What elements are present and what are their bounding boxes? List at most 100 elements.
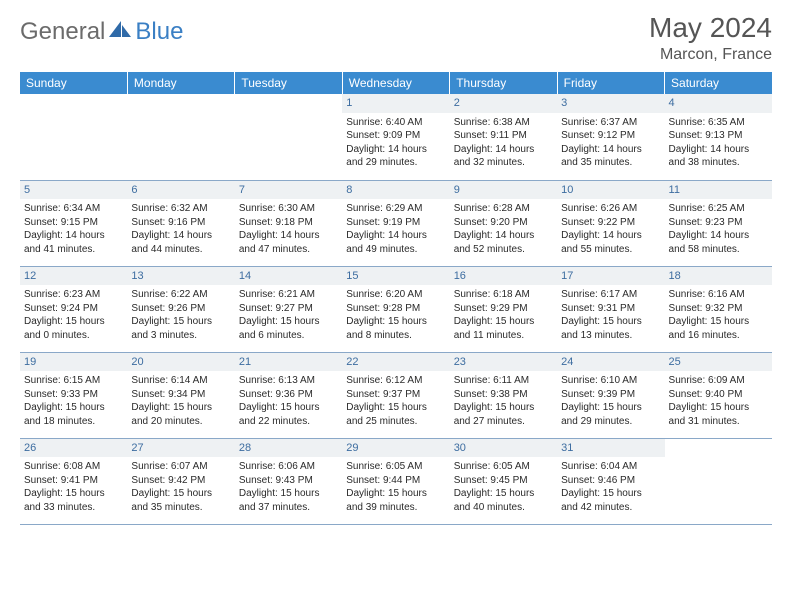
brand-part1: General [20, 18, 105, 46]
sunset-text: Sunset: 9:37 PM [346, 388, 445, 402]
sunset-text: Sunset: 9:22 PM [561, 216, 660, 230]
sunset-text: Sunset: 9:33 PM [24, 388, 123, 402]
sunrise-text: Sunrise: 6:18 AM [454, 288, 553, 302]
day-number: 8 [342, 181, 449, 200]
daylight-text: Daylight: 15 hours and 8 minutes. [346, 315, 445, 342]
calendar-day-cell: 9Sunrise: 6:28 AMSunset: 9:20 PMDaylight… [450, 180, 557, 266]
day-details: Sunrise: 6:18 AMSunset: 9:29 PMDaylight:… [450, 285, 557, 346]
sunset-text: Sunset: 9:44 PM [346, 474, 445, 488]
daylight-text: Daylight: 15 hours and 42 minutes. [561, 487, 660, 514]
sunrise-text: Sunrise: 6:25 AM [669, 202, 768, 216]
location-label: Marcon, France [649, 46, 772, 64]
calendar-day-cell: .. [665, 438, 772, 524]
day-details: Sunrise: 6:20 AMSunset: 9:28 PMDaylight:… [342, 285, 449, 346]
sunset-text: Sunset: 9:09 PM [346, 129, 445, 143]
calendar-day-cell: 3Sunrise: 6:37 AMSunset: 9:12 PMDaylight… [557, 94, 664, 180]
sunset-text: Sunset: 9:24 PM [24, 302, 123, 316]
day-number: 22 [342, 353, 449, 372]
sunrise-text: Sunrise: 6:21 AM [239, 288, 338, 302]
daylight-text: Daylight: 15 hours and 39 minutes. [346, 487, 445, 514]
daylight-text: Daylight: 15 hours and 37 minutes. [239, 487, 338, 514]
sunset-text: Sunset: 9:15 PM [24, 216, 123, 230]
calendar-day-cell: 31Sunrise: 6:04 AMSunset: 9:46 PMDayligh… [557, 438, 664, 524]
sunset-text: Sunset: 9:31 PM [561, 302, 660, 316]
daylight-text: Daylight: 15 hours and 25 minutes. [346, 401, 445, 428]
sunset-text: Sunset: 9:16 PM [131, 216, 230, 230]
brand-part2: Blue [135, 18, 183, 46]
day-number: 23 [450, 353, 557, 372]
calendar-day-cell: .. [20, 94, 127, 180]
daylight-text: Daylight: 15 hours and 6 minutes. [239, 315, 338, 342]
day-number: 30 [450, 439, 557, 458]
sunrise-text: Sunrise: 6:22 AM [131, 288, 230, 302]
daylight-text: Daylight: 14 hours and 52 minutes. [454, 229, 553, 256]
sunrise-text: Sunrise: 6:04 AM [561, 460, 660, 474]
day-details: Sunrise: 6:07 AMSunset: 9:42 PMDaylight:… [127, 457, 234, 518]
day-number: 2 [450, 94, 557, 113]
day-number: 16 [450, 267, 557, 286]
day-details: Sunrise: 6:12 AMSunset: 9:37 PMDaylight:… [342, 371, 449, 432]
sunrise-text: Sunrise: 6:28 AM [454, 202, 553, 216]
sunset-text: Sunset: 9:19 PM [346, 216, 445, 230]
day-details: Sunrise: 6:14 AMSunset: 9:34 PMDaylight:… [127, 371, 234, 432]
day-details: Sunrise: 6:22 AMSunset: 9:26 PMDaylight:… [127, 285, 234, 346]
sunrise-text: Sunrise: 6:17 AM [561, 288, 660, 302]
calendar-day-cell: 27Sunrise: 6:07 AMSunset: 9:42 PMDayligh… [127, 438, 234, 524]
day-number: 4 [665, 94, 772, 113]
calendar-day-cell: 7Sunrise: 6:30 AMSunset: 9:18 PMDaylight… [235, 180, 342, 266]
sunset-text: Sunset: 9:11 PM [454, 129, 553, 143]
sunrise-text: Sunrise: 6:40 AM [346, 116, 445, 130]
sunrise-text: Sunrise: 6:38 AM [454, 116, 553, 130]
daylight-text: Daylight: 14 hours and 49 minutes. [346, 229, 445, 256]
header: General Blue May 2024 Marcon, France [20, 12, 772, 64]
calendar-week-row: ......1Sunrise: 6:40 AMSunset: 9:09 PMDa… [20, 94, 772, 180]
calendar-body: ...... 1Sunrise: 6:40 AMSunset: 9:09 PMDa… [20, 94, 772, 524]
day-number: 13 [127, 267, 234, 286]
calendar-day-cell: 1Sunrise: 6:40 AMSunset: 9:09 PMDaylight… [342, 94, 449, 180]
calendar-day-cell: .. [127, 94, 234, 180]
day-number: 6 [127, 181, 234, 200]
calendar-day-cell: 10Sunrise: 6:26 AMSunset: 9:22 PMDayligh… [557, 180, 664, 266]
day-header: Tuesday [235, 72, 342, 94]
day-details: Sunrise: 6:05 AMSunset: 9:44 PMDaylight:… [342, 457, 449, 518]
sunset-text: Sunset: 9:34 PM [131, 388, 230, 402]
sunset-text: Sunset: 9:39 PM [561, 388, 660, 402]
day-header: Saturday [665, 72, 772, 94]
day-details: Sunrise: 6:08 AMSunset: 9:41 PMDaylight:… [20, 457, 127, 518]
day-details: Sunrise: 6:29 AMSunset: 9:19 PMDaylight:… [342, 199, 449, 260]
calendar-table: Sunday Monday Tuesday Wednesday Thursday… [20, 72, 772, 525]
day-details: Sunrise: 6:37 AMSunset: 9:12 PMDaylight:… [557, 113, 664, 174]
sunrise-text: Sunrise: 6:29 AM [346, 202, 445, 216]
day-number: 14 [235, 267, 342, 286]
brand-logo: General Blue [20, 18, 183, 46]
sunset-text: Sunset: 9:45 PM [454, 474, 553, 488]
day-details: Sunrise: 6:28 AMSunset: 9:20 PMDaylight:… [450, 199, 557, 260]
day-details: Sunrise: 6:05 AMSunset: 9:45 PMDaylight:… [450, 457, 557, 518]
day-details: Sunrise: 6:04 AMSunset: 9:46 PMDaylight:… [557, 457, 664, 518]
sunrise-text: Sunrise: 6:09 AM [669, 374, 768, 388]
calendar-day-cell: 22Sunrise: 6:12 AMSunset: 9:37 PMDayligh… [342, 352, 449, 438]
day-details: Sunrise: 6:26 AMSunset: 9:22 PMDaylight:… [557, 199, 664, 260]
day-number: 9 [450, 181, 557, 200]
daylight-text: Daylight: 15 hours and 35 minutes. [131, 487, 230, 514]
day-header: Wednesday [342, 72, 449, 94]
calendar-day-cell: 12Sunrise: 6:23 AMSunset: 9:24 PMDayligh… [20, 266, 127, 352]
daylight-text: Daylight: 15 hours and 29 minutes. [561, 401, 660, 428]
sunrise-text: Sunrise: 6:13 AM [239, 374, 338, 388]
day-number: 25 [665, 353, 772, 372]
calendar-week-row: 12Sunrise: 6:23 AMSunset: 9:24 PMDayligh… [20, 266, 772, 352]
calendar-day-cell: 5Sunrise: 6:34 AMSunset: 9:15 PMDaylight… [20, 180, 127, 266]
day-details: Sunrise: 6:34 AMSunset: 9:15 PMDaylight:… [20, 199, 127, 260]
daylight-text: Daylight: 14 hours and 58 minutes. [669, 229, 768, 256]
sunset-text: Sunset: 9:41 PM [24, 474, 123, 488]
day-details: Sunrise: 6:06 AMSunset: 9:43 PMDaylight:… [235, 457, 342, 518]
calendar-day-cell: 18Sunrise: 6:16 AMSunset: 9:32 PMDayligh… [665, 266, 772, 352]
day-details: Sunrise: 6:10 AMSunset: 9:39 PMDaylight:… [557, 371, 664, 432]
calendar-day-cell: 28Sunrise: 6:06 AMSunset: 9:43 PMDayligh… [235, 438, 342, 524]
sunrise-text: Sunrise: 6:12 AM [346, 374, 445, 388]
logo-sail-icon [109, 18, 131, 46]
day-header-row: Sunday Monday Tuesday Wednesday Thursday… [20, 72, 772, 94]
calendar-day-cell: 23Sunrise: 6:11 AMSunset: 9:38 PMDayligh… [450, 352, 557, 438]
day-number: 5 [20, 181, 127, 200]
daylight-text: Daylight: 15 hours and 11 minutes. [454, 315, 553, 342]
